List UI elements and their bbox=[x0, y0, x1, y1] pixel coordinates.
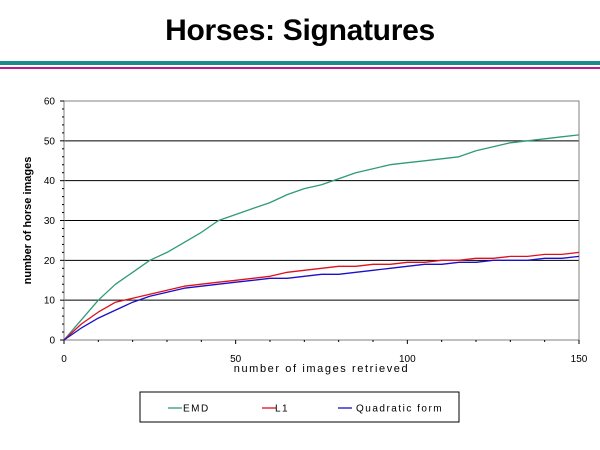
x-tick-label-0: 0 bbox=[61, 354, 67, 365]
title-rule-teal bbox=[0, 61, 600, 65]
x-tick-label-50: 50 bbox=[230, 354, 242, 365]
x-axis-title: number of images retrieved bbox=[234, 363, 410, 375]
legend-label-emd: EMD bbox=[183, 404, 210, 415]
legend-label-quadratic-form: Quadratic form bbox=[356, 404, 443, 415]
slide-title: Horses: Signatures bbox=[165, 14, 435, 47]
series-lines bbox=[63, 134, 580, 341]
y-tick-label-50: 50 bbox=[44, 136, 56, 147]
axis-ticks: 0 10 20 30 40 50 60 0 50 100 150 bbox=[44, 97, 588, 366]
series-line-l1 bbox=[63, 251, 580, 341]
x-tick-label-150: 150 bbox=[571, 354, 588, 365]
legend-box bbox=[139, 391, 460, 423]
gridlines bbox=[64, 140, 579, 301]
y-tick-label-30: 30 bbox=[44, 216, 56, 227]
y-tick-label-40: 40 bbox=[44, 176, 56, 187]
legend: EMD L1 Quadratic form bbox=[139, 391, 460, 423]
y-tick-label-60: 60 bbox=[44, 97, 56, 108]
y-axis-title: number of horse images bbox=[22, 157, 34, 285]
title-rule-magenta bbox=[0, 67, 600, 69]
y-tick-label-0: 0 bbox=[49, 336, 55, 347]
y-tick-label-20: 20 bbox=[44, 256, 56, 267]
series-line-emd bbox=[63, 134, 580, 341]
series-line-quadratic-form bbox=[63, 255, 580, 341]
y-tick-label-10: 10 bbox=[44, 296, 56, 307]
legend-label-l1: L1 bbox=[275, 404, 289, 415]
x-tick-label-100: 100 bbox=[399, 354, 416, 365]
